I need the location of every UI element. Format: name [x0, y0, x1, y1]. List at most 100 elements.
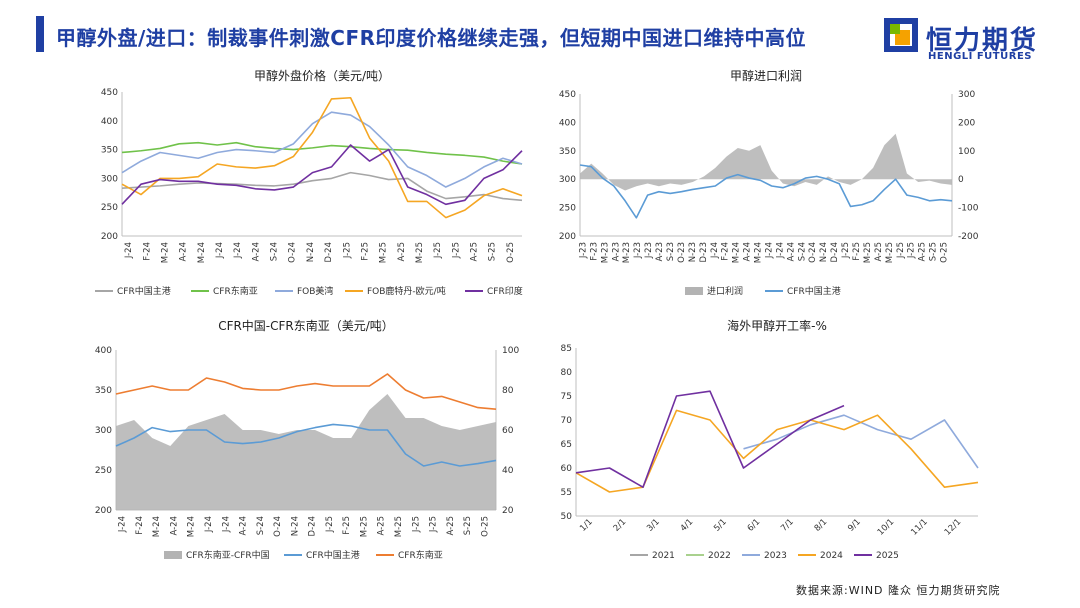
- chart-spread-china-sea: CFR中国-CFR东南亚（美元/吨） 200 250 300 350 400 20 40 60 8…: [95, 318, 520, 561]
- x-tick-label: 1/1: [578, 517, 595, 534]
- x-tick-label: M-25: [379, 242, 389, 263]
- y-tick-label: 70: [561, 416, 573, 426]
- logo-text-cn: 恒力期货: [926, 26, 1039, 56]
- x-tick-label: J-24: [118, 516, 128, 533]
- y-tick-label: 200: [101, 232, 118, 242]
- legend-label: 2021: [652, 551, 675, 561]
- x-tick-label: A-24: [743, 242, 753, 262]
- y-tick-label: 450: [101, 88, 118, 98]
- company-logo: 恒力期货 HENGLI FUTURES: [884, 14, 1074, 60]
- x-tick-label: F-23: [589, 242, 599, 261]
- x-tick-label: F-25: [342, 516, 352, 535]
- legend-label: 2023: [764, 551, 787, 561]
- x-tick-label: A-25: [874, 242, 884, 262]
- y-tick-label: 300: [559, 175, 576, 185]
- x-tick-label: J-24: [221, 516, 231, 533]
- y-tick-label: 400: [95, 346, 112, 356]
- y-tick-label: 65: [561, 440, 572, 450]
- legend-label: FOB美湾: [297, 285, 333, 297]
- x-tick-label: J-25: [433, 242, 443, 259]
- x-tick-label: J-25: [429, 516, 439, 533]
- x-tick-label: J-24: [215, 242, 225, 259]
- x-tick-label: J-24: [710, 242, 720, 259]
- x-tick-label: F-24: [721, 242, 731, 261]
- x-tick-label: M-25: [359, 516, 369, 537]
- x-tick-label: S-25: [463, 516, 473, 535]
- x-tick-label: S-24: [270, 242, 280, 261]
- y-tick-label: 75: [561, 392, 572, 402]
- x-tick-label: D-24: [308, 516, 318, 536]
- legend-label: 2024: [820, 551, 843, 561]
- x-tick-label: 10/1: [876, 517, 897, 538]
- x-tick-label: J-25: [342, 242, 352, 259]
- x-tick-label: A-25: [446, 516, 456, 536]
- y2-tick-label: 80: [502, 386, 514, 396]
- x-tick-label: 4/1: [679, 517, 696, 534]
- header: 甲醇外盘/进口：制裁事件刺激CFR印度价格继续走强，但短期中国进口维持中高位 恒…: [0, 0, 1080, 64]
- y2-tick-label: 100: [502, 346, 519, 356]
- y-tick-label: 350: [101, 146, 118, 156]
- legend-label: CFR印度: [487, 285, 523, 297]
- title-accent-bar: [36, 16, 44, 52]
- y-tick-label: 350: [559, 147, 576, 157]
- x-tick-label: M-25: [885, 242, 895, 263]
- y2-tick-label: -200: [958, 232, 979, 242]
- x-tick-label: J-24: [233, 242, 243, 259]
- x-tick-label: O-25: [480, 516, 490, 537]
- x-tick-label: M-23: [622, 242, 632, 263]
- x-tick-label: D-23: [699, 242, 709, 262]
- legend-swatch: [164, 551, 182, 559]
- legend-label: 2022: [708, 551, 731, 561]
- x-tick-label: J-25: [411, 516, 421, 533]
- chart-import-profit: 甲醇进口利润 200 250 300 350 400 450 -200 -100 0 100 200 3…: [559, 68, 979, 297]
- y-tick-label: 200: [95, 506, 112, 516]
- area-series: [116, 394, 496, 510]
- x-tick-label: O-25: [506, 242, 516, 263]
- y2-tick-label: -100: [958, 204, 979, 214]
- x-tick-label: 3/1: [645, 517, 662, 534]
- line-series: [121, 111, 523, 188]
- x-tick-label: A-23: [655, 242, 665, 262]
- x-tick-label: J-24: [124, 242, 134, 259]
- y2-tick-label: 20: [502, 506, 514, 516]
- legend-label: CFR中国主港: [306, 549, 360, 561]
- chart-overseas-operating-rate: 海外甲醇开工率-% 50 55 60 65 70 75 80 85 1/1 2/1 3/1 4/1 5/1…: [561, 318, 979, 561]
- y-tick-label: 250: [95, 466, 112, 476]
- x-tick-label: 11/1: [909, 517, 930, 538]
- legend-label: CFR中国主港: [117, 285, 171, 297]
- x-tick-label: A-25: [918, 242, 928, 262]
- y2-tick-label: 300: [958, 90, 975, 100]
- y2-tick-label: 60: [502, 426, 514, 436]
- x-tick-label: A-25: [377, 516, 387, 536]
- y-tick-label: 400: [101, 117, 118, 127]
- x-tick-label: M-25: [863, 242, 873, 263]
- line-series: [121, 96, 523, 219]
- y2-tick-label: 40: [502, 466, 514, 476]
- x-tick-label: J-25: [896, 242, 906, 259]
- x-tick-label: O-24: [288, 242, 298, 263]
- legend-label: CFR东南亚: [213, 285, 258, 297]
- x-tick-label: D-24: [324, 242, 334, 262]
- x-tick-label: J-25: [325, 516, 335, 533]
- x-tick-label: 8/1: [813, 517, 830, 534]
- x-tick-label: J-25: [907, 242, 917, 259]
- x-tick-label: N-24: [306, 242, 316, 262]
- x-tick-label: 5/1: [712, 517, 729, 534]
- x-tick-label: F-24: [135, 516, 145, 535]
- x-tick-label: A-24: [251, 242, 261, 262]
- y2-tick-label: 200: [958, 118, 975, 128]
- x-tick-label: A-23: [611, 242, 621, 262]
- x-tick-label: D-24: [830, 242, 840, 262]
- chart-title: 甲醇外盘价格（美元/吨）: [254, 68, 390, 83]
- x-tick-label: M-25: [415, 242, 425, 263]
- line-series: [579, 164, 953, 219]
- data-source-note: 数据来源:WIND 隆众 恒力期货研究院: [796, 584, 1001, 597]
- x-tick-label: M-24: [732, 242, 742, 263]
- chart-title: 甲醇进口利润: [730, 68, 802, 83]
- chart-title: 海外甲醇开工率-%: [727, 318, 827, 333]
- page-title: 甲醇外盘/进口：制裁事件刺激CFR印度价格继续走强，但短期中国进口维持中高位: [56, 26, 807, 50]
- x-tick-label: 6/1: [746, 517, 763, 534]
- logo-text-en: HENGLI FUTURES: [928, 52, 1032, 60]
- x-tick-label: M-24: [160, 242, 170, 263]
- x-tick-label: O-25: [940, 242, 950, 263]
